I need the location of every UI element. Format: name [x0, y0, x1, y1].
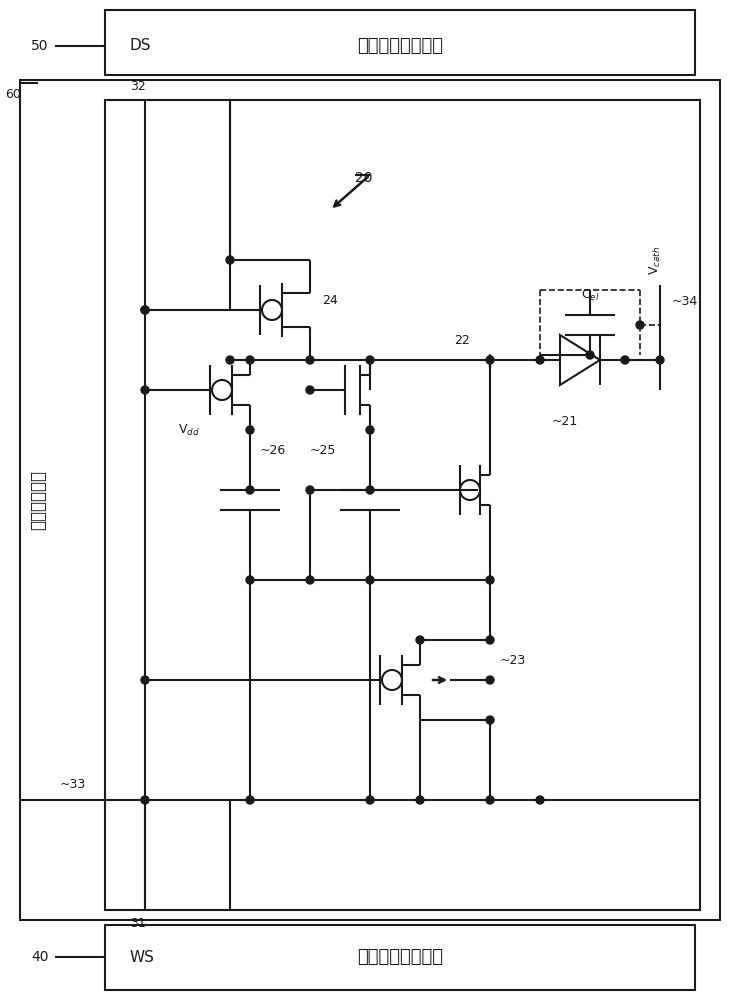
Text: 22: 22	[455, 334, 470, 347]
Text: DS: DS	[130, 38, 152, 53]
Circle shape	[366, 796, 374, 804]
Text: WS: WS	[130, 950, 155, 964]
Text: 数据信号线驱动器: 数据信号线驱动器	[357, 37, 443, 55]
Circle shape	[246, 486, 254, 494]
Circle shape	[141, 306, 149, 314]
Circle shape	[366, 486, 374, 494]
Circle shape	[366, 576, 374, 584]
Circle shape	[141, 796, 149, 804]
Circle shape	[226, 256, 234, 264]
Circle shape	[486, 796, 494, 804]
Circle shape	[486, 576, 494, 584]
Text: ~34: ~34	[672, 295, 699, 308]
Circle shape	[246, 576, 254, 584]
Circle shape	[246, 796, 254, 804]
Bar	[105, 925, 695, 990]
Circle shape	[366, 426, 374, 434]
Circle shape	[306, 576, 314, 584]
Text: ~21: ~21	[552, 415, 578, 428]
Circle shape	[416, 796, 424, 804]
Text: C$_{el}$: C$_{el}$	[580, 288, 600, 303]
Circle shape	[141, 386, 149, 394]
Circle shape	[416, 636, 424, 644]
Circle shape	[586, 351, 594, 359]
Circle shape	[536, 356, 544, 364]
Text: V$_{dd}$: V$_{dd}$	[178, 422, 200, 438]
Circle shape	[656, 356, 664, 364]
Circle shape	[621, 356, 629, 364]
Bar	[20, 80, 720, 920]
Text: 31: 31	[130, 917, 146, 930]
Circle shape	[141, 306, 149, 314]
Text: V$_{cath}$: V$_{cath}$	[647, 246, 663, 275]
Circle shape	[246, 356, 254, 364]
Text: ~33: ~33	[60, 778, 86, 792]
Circle shape	[226, 356, 234, 364]
Text: 信号输出单元: 信号输出单元	[29, 470, 47, 530]
Circle shape	[306, 356, 314, 364]
Circle shape	[486, 716, 494, 724]
Circle shape	[486, 676, 494, 684]
Circle shape	[536, 796, 544, 804]
Text: 20: 20	[355, 171, 373, 185]
Circle shape	[246, 426, 254, 434]
Text: 扫描信号线驱动器: 扫描信号线驱动器	[357, 948, 443, 966]
Text: 60: 60	[5, 88, 21, 101]
Circle shape	[636, 321, 644, 329]
Text: ~23: ~23	[500, 654, 526, 666]
Circle shape	[486, 356, 494, 364]
Text: 32: 32	[130, 80, 146, 93]
Text: 24: 24	[322, 294, 338, 306]
Circle shape	[486, 636, 494, 644]
Text: ~25: ~25	[310, 444, 336, 456]
Text: 40: 40	[31, 950, 49, 964]
Circle shape	[306, 386, 314, 394]
Circle shape	[366, 356, 374, 364]
Bar	[105, 100, 700, 910]
Circle shape	[306, 486, 314, 494]
Text: ~26: ~26	[260, 444, 286, 456]
Text: 50: 50	[31, 39, 49, 53]
Circle shape	[141, 676, 149, 684]
Bar	[105, 10, 695, 75]
